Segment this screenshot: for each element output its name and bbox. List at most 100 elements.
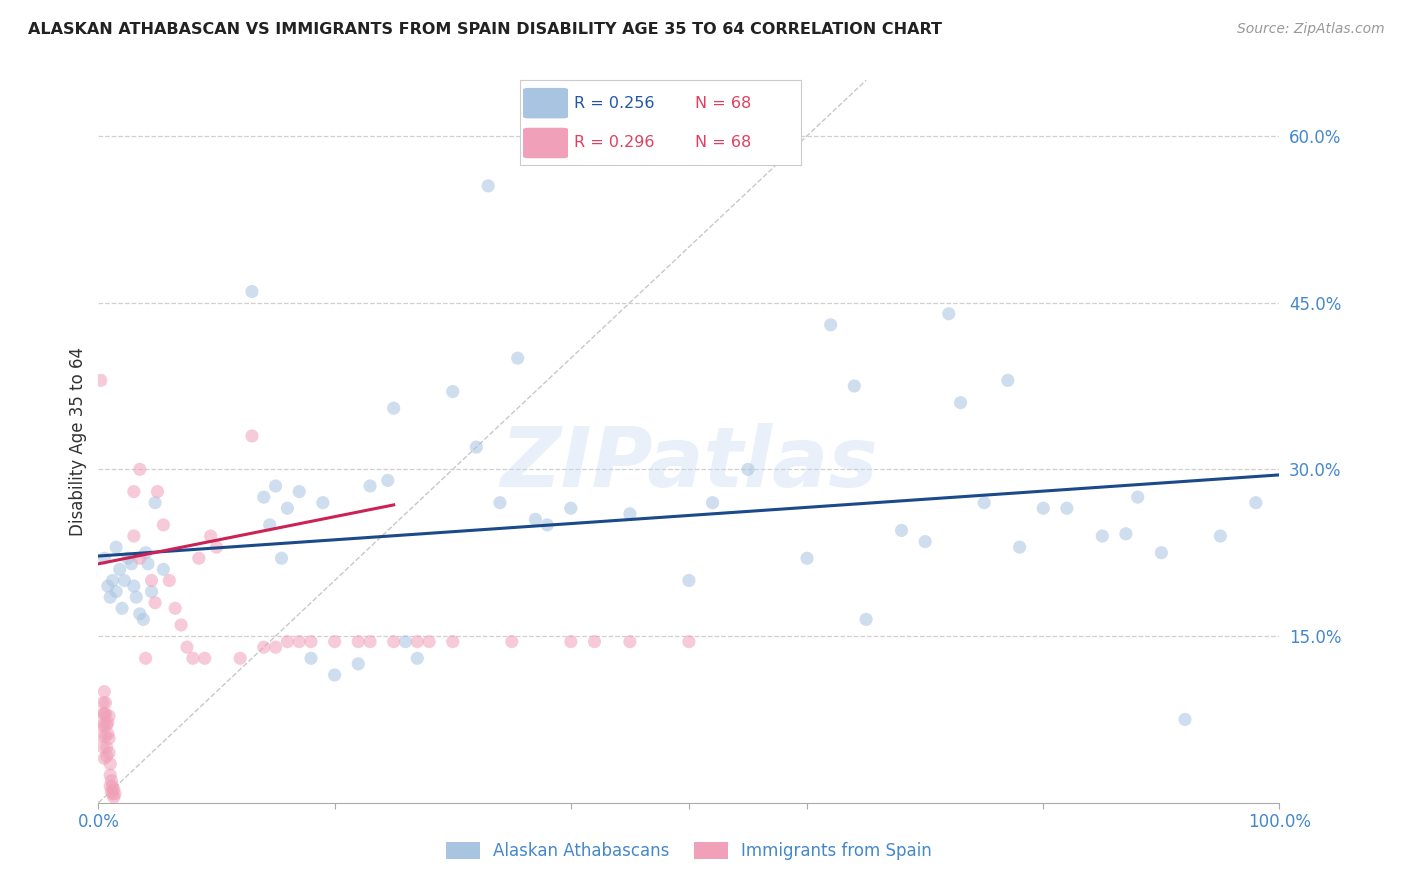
- Point: [737, 462, 759, 476]
- Point: [143, 496, 166, 510]
- Point: [96, 740, 118, 755]
- Point: [98, 768, 121, 782]
- Point: [135, 651, 157, 665]
- Point: [136, 557, 159, 571]
- Point: [121, 557, 143, 571]
- Point: [441, 634, 464, 648]
- Point: [506, 351, 529, 366]
- Point: [678, 574, 700, 588]
- Text: R = 0.296: R = 0.296: [574, 136, 654, 151]
- Point: [1115, 526, 1137, 541]
- Point: [91, 718, 114, 732]
- Point: [489, 496, 512, 510]
- Point: [406, 634, 429, 648]
- Point: [914, 534, 936, 549]
- Point: [347, 657, 370, 671]
- Point: [288, 484, 311, 499]
- Point: [194, 651, 217, 665]
- Text: N = 68: N = 68: [695, 95, 751, 111]
- Point: [101, 787, 124, 801]
- Point: [1008, 540, 1031, 554]
- Point: [382, 401, 405, 416]
- Point: [253, 490, 276, 504]
- Point: [176, 640, 198, 655]
- FancyBboxPatch shape: [523, 128, 568, 158]
- Text: R = 0.256: R = 0.256: [574, 95, 654, 111]
- Point: [240, 285, 263, 299]
- Point: [93, 751, 115, 765]
- Point: [560, 501, 582, 516]
- Point: [122, 529, 145, 543]
- Point: [105, 584, 128, 599]
- Point: [128, 551, 150, 566]
- Point: [97, 727, 120, 741]
- Point: [122, 484, 145, 499]
- Point: [997, 373, 1019, 387]
- Point: [91, 740, 114, 755]
- Point: [299, 651, 322, 665]
- Point: [844, 379, 866, 393]
- Point: [276, 501, 298, 516]
- Point: [152, 562, 174, 576]
- Point: [98, 746, 121, 760]
- Point: [117, 551, 139, 566]
- Point: [1150, 546, 1173, 560]
- Point: [187, 551, 209, 566]
- Point: [100, 773, 122, 788]
- Point: [465, 440, 488, 454]
- Point: [1244, 496, 1267, 510]
- Point: [125, 590, 148, 604]
- Point: [264, 479, 287, 493]
- Point: [1056, 501, 1078, 516]
- Point: [122, 579, 145, 593]
- Point: [141, 574, 163, 588]
- Point: [441, 384, 464, 399]
- Point: [101, 779, 124, 793]
- Point: [91, 696, 114, 710]
- Point: [1126, 490, 1149, 504]
- Point: [394, 634, 416, 648]
- Point: [93, 551, 115, 566]
- Point: [108, 562, 131, 576]
- Text: ALASKAN ATHABASCAN VS IMMIGRANTS FROM SPAIN DISABILITY AGE 35 TO 64 CORRELATION : ALASKAN ATHABASCAN VS IMMIGRANTS FROM SP…: [28, 22, 942, 37]
- Point: [157, 574, 180, 588]
- Point: [377, 474, 399, 488]
- Point: [855, 612, 877, 626]
- Point: [146, 484, 169, 499]
- Point: [100, 785, 122, 799]
- Point: [1091, 529, 1114, 543]
- Point: [141, 584, 163, 599]
- Point: [796, 551, 818, 566]
- Point: [97, 579, 120, 593]
- Point: [205, 540, 228, 554]
- Point: [1174, 713, 1197, 727]
- FancyBboxPatch shape: [523, 88, 568, 119]
- Point: [103, 782, 125, 797]
- Point: [418, 634, 440, 648]
- Point: [240, 429, 263, 443]
- Point: [93, 684, 115, 698]
- Point: [619, 634, 641, 648]
- Point: [560, 634, 582, 648]
- Point: [94, 696, 117, 710]
- Point: [128, 462, 150, 476]
- Point: [253, 640, 276, 655]
- Point: [382, 634, 405, 648]
- Point: [90, 373, 112, 387]
- Point: [94, 706, 117, 721]
- Point: [97, 715, 120, 730]
- Point: [678, 634, 700, 648]
- Text: Source: ZipAtlas.com: Source: ZipAtlas.com: [1237, 22, 1385, 37]
- Point: [406, 651, 429, 665]
- Point: [536, 517, 558, 532]
- Point: [181, 651, 204, 665]
- Point: [96, 749, 118, 764]
- Point: [1209, 529, 1232, 543]
- Point: [152, 517, 174, 532]
- Point: [132, 612, 155, 626]
- Point: [299, 634, 322, 648]
- Point: [111, 601, 134, 615]
- Point: [103, 790, 125, 805]
- Point: [312, 496, 335, 510]
- Point: [288, 634, 311, 648]
